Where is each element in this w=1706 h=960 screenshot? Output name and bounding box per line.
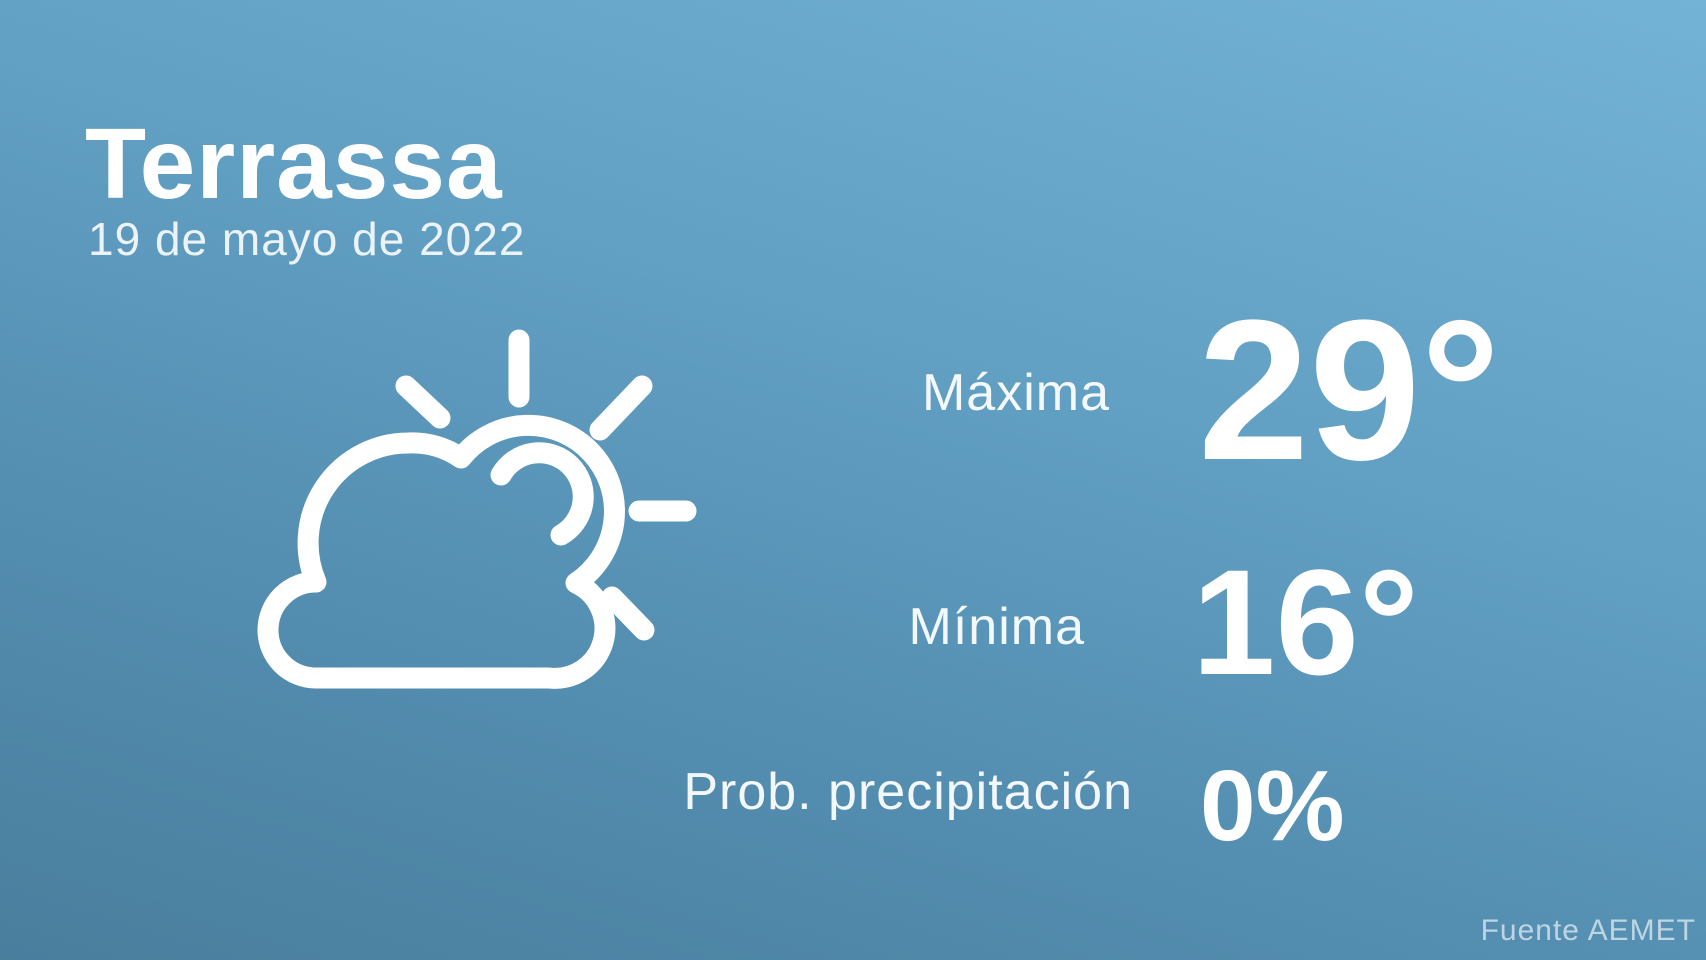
date-subtitle: 19 de mayo de 2022 [88,213,526,265]
max-temp-value: 29° [1198,279,1501,502]
sun-rays [395,329,697,641]
sun-arc [490,442,594,546]
cloud-outline [257,414,625,689]
precip-prob-label: Prob. precipitación [683,763,1133,821]
source-attribution: Fuente AEMET [1480,914,1696,947]
min-temp-value: 16° [1192,538,1419,706]
max-temp-label: Máxima [921,364,1110,422]
location-title: Terrassa [85,108,503,220]
min-temp-label: Mínima [908,598,1085,656]
precip-prob-value: 0% [1200,750,1345,862]
partly-cloudy-icon [240,300,710,700]
